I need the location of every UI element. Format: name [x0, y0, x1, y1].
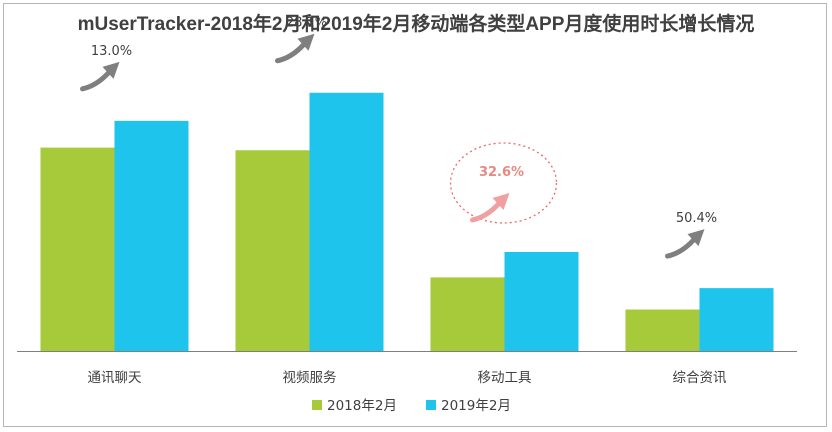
growth-label-2: 28.1%	[286, 16, 327, 31]
bars-layer	[40, 92, 774, 351]
category-label-1: 通讯聊天	[88, 370, 142, 386]
bar-2019-3	[504, 251, 579, 351]
growth-arrow-2-icon	[275, 33, 315, 64]
growth-arrow-4-icon	[665, 229, 705, 259]
legend-label-2: 2019年2月	[441, 398, 511, 414]
category-label-4: 综合资讯	[673, 370, 727, 386]
growth-annotations: 13.0% 28.1% 32.6% 50.4%	[80, 16, 717, 259]
growth-arrow-1-icon	[80, 61, 120, 92]
highlight-ellipse	[449, 142, 558, 224]
category-label-2: 视频服务	[283, 370, 337, 386]
bar-2018-4	[625, 309, 700, 351]
bar-2019-1	[114, 120, 189, 351]
legend: 2018年2月 2019年2月	[312, 398, 511, 414]
growth-label-4: 50.4%	[676, 211, 717, 226]
growth-label-1: 13.0%	[91, 44, 132, 59]
bar-2018-3	[430, 277, 505, 351]
legend-label-1: 2018年2月	[327, 398, 397, 414]
legend-swatch-1	[312, 400, 322, 410]
category-labels: 通讯聊天 视频服务 移动工具 综合资讯	[88, 370, 727, 386]
bar-2019-4	[699, 288, 774, 351]
bar-2019-2	[309, 92, 384, 351]
chart-title: mUserTracker-2018年2月和2019年2月移动端各类型APP月度使…	[77, 14, 755, 35]
bar-2018-1	[40, 147, 115, 351]
growth-arrow-3-icon	[470, 192, 510, 223]
bar-2018-2	[235, 150, 310, 351]
category-label-3: 移动工具	[478, 370, 532, 386]
growth-label-3: 32.6%	[479, 165, 524, 180]
legend-swatch-2	[426, 400, 436, 410]
